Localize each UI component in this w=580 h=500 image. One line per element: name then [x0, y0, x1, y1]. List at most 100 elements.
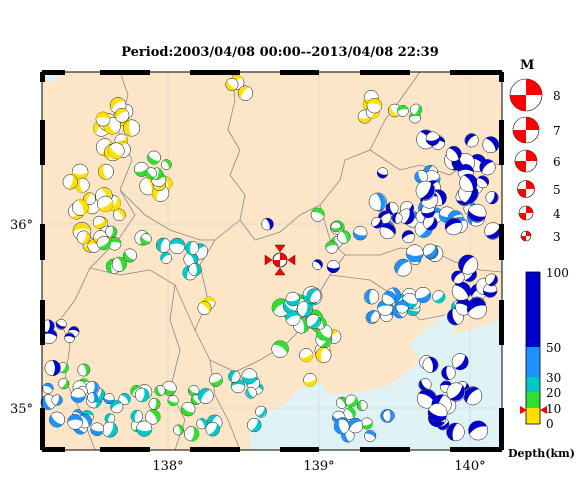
earthquake-event: [136, 420, 153, 437]
earthquake-event: [55, 318, 67, 330]
earthquake-event: [395, 300, 409, 314]
earthquake-event: [130, 409, 144, 423]
earthquake-event: [96, 235, 111, 251]
earthquake-event: [169, 237, 186, 255]
earthquake-event: [446, 422, 465, 442]
earthquake-event: [325, 240, 339, 254]
magnitude-legend-label: 5: [553, 183, 561, 197]
earthquake-event: [414, 286, 432, 304]
earthquake-event: [140, 233, 152, 245]
earthquake-event: [441, 365, 456, 381]
earthquake-event: [285, 291, 301, 307]
earthquake-events: [40, 75, 502, 443]
earthquake-event: [391, 212, 403, 224]
earthquake-event: [326, 260, 340, 274]
earthquake-event: [105, 225, 118, 238]
y-tick-label: 36°: [10, 218, 33, 233]
earthquake-event: [147, 150, 161, 165]
earthquake-event: [451, 270, 465, 284]
earthquake-event: [261, 217, 274, 231]
earthquake-event: [110, 400, 124, 414]
earthquake-event: [70, 388, 86, 403]
magnitude-legend-item: 5: [517, 180, 561, 198]
earthquake-event: [64, 332, 75, 344]
magnitude-legend-label: 6: [553, 155, 561, 169]
earthquake-event: [241, 368, 258, 385]
earthquake-event: [296, 301, 313, 318]
earthquake-event: [107, 142, 125, 160]
earthquake-event: [197, 301, 212, 315]
y-axis-labels: 36° 35°: [10, 218, 33, 417]
x-tick-label: 140°: [454, 459, 485, 474]
earthquake-event: [445, 145, 462, 162]
magnitude-legend-item: 6: [514, 149, 561, 173]
depth-scale: 100 50 30 20 10 0 Depth(km): [508, 266, 575, 460]
earthquake-event: [360, 417, 373, 430]
earthquake-event: [184, 426, 200, 442]
depth-scale-label: Depth(km): [508, 447, 575, 460]
earthquake-event: [85, 381, 100, 396]
earthquake-event: [245, 386, 257, 399]
depth-band-30-50: [526, 347, 540, 377]
earthquake-event: [108, 237, 122, 251]
earthquake-event: [299, 348, 314, 363]
depth-tick-label: 20: [546, 386, 561, 400]
earthquake-event: [303, 373, 317, 387]
earthquake-event: [285, 310, 301, 326]
earthquake-event: [145, 167, 157, 180]
depth-tick-label: 0: [546, 417, 554, 431]
earthquake-event: [225, 77, 239, 91]
earthquake-event: [97, 163, 114, 180]
magnitude-legend: M 8 7 6 5 4 3: [509, 58, 561, 244]
earthquake-event: [92, 215, 106, 229]
depth-tick-label: 30: [546, 371, 561, 385]
depth-tick-label: 100: [546, 266, 569, 280]
sea-area-tokyo-bay: [410, 315, 455, 360]
map-title: Period:2003/04/08 00:00--2013/04/08 22:3…: [121, 45, 439, 60]
earthquake-event: [101, 421, 118, 438]
earthquake-event: [237, 85, 254, 101]
map-border: [40, 70, 504, 452]
earthquake-event: [485, 273, 498, 287]
earthquake-event: [485, 191, 499, 205]
earthquake-event: [423, 215, 438, 231]
earthquake-event: [376, 167, 389, 179]
earthquake-event: [87, 391, 99, 403]
earthquake-event: [77, 363, 91, 377]
x-axis-labels: 138° 139° 140°: [152, 459, 485, 474]
earthquake-event: [483, 283, 498, 298]
earthquake-event: [463, 386, 483, 406]
earthquake-event: [466, 299, 487, 320]
earthquake-event: [405, 244, 424, 263]
earthquake-event: [363, 289, 380, 305]
earthquake-event: [148, 397, 161, 410]
depth-band-50-100: [526, 272, 540, 347]
earthquake-event: [367, 310, 380, 323]
earthquake-event: [161, 159, 172, 171]
earthquake-event: [76, 230, 91, 245]
earthquake-event: [333, 418, 350, 435]
earthquake-event: [196, 418, 208, 430]
earthquake-event: [432, 290, 446, 304]
earthquake-event: [356, 400, 368, 412]
earthquake-event: [155, 237, 171, 253]
earthquake-event: [205, 421, 220, 437]
magnitude-legend-item: 3: [520, 230, 561, 244]
earthquake-event: [310, 207, 325, 222]
earthquake-event: [113, 208, 126, 222]
earthquake-event: [382, 409, 395, 422]
earthquake-event: [467, 203, 487, 223]
earthquake-event: [122, 248, 137, 263]
earthquake-event: [62, 174, 78, 190]
earthquake-event: [398, 208, 415, 225]
earthquake-event: [187, 385, 200, 397]
depth-band-10-20: [526, 392, 540, 408]
earthquake-event: [368, 192, 388, 211]
earthquake-event: [401, 230, 415, 244]
earthquake-event: [188, 262, 202, 277]
earthquake-event: [446, 382, 466, 402]
main-shock-marker: [264, 244, 296, 276]
earthquake-event: [371, 216, 383, 229]
x-tick-label: 139°: [303, 459, 334, 474]
